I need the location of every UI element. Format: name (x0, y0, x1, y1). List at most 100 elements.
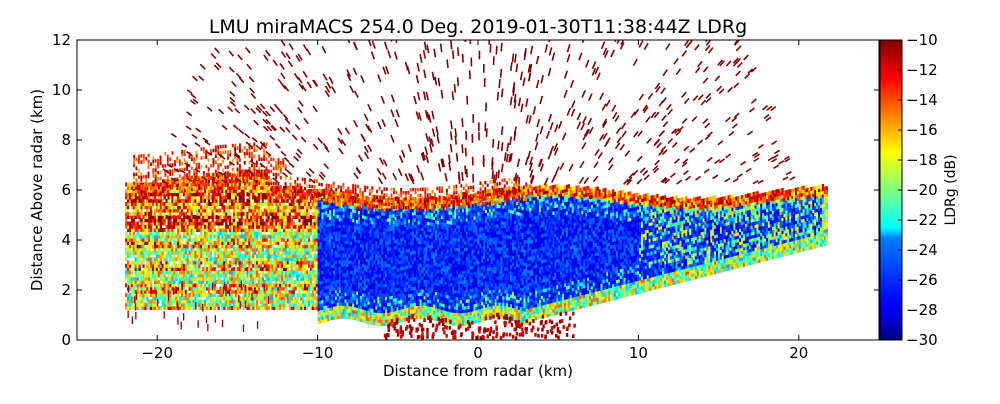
echo-cell (342, 288, 345, 293)
echo-cell (130, 306, 134, 310)
echo-cell (354, 290, 357, 295)
echo-cell (207, 289, 211, 294)
echo-cell (294, 296, 297, 301)
echo-cell (159, 215, 162, 219)
echo-cell (171, 231, 174, 236)
echo-cell (350, 273, 353, 278)
echo-cell (300, 192, 303, 197)
echo-cell (238, 270, 241, 275)
echo-cell (238, 244, 241, 249)
echo-cell (257, 205, 261, 210)
echo-cell (340, 259, 343, 264)
echo-cell (227, 224, 230, 229)
echo-cell (190, 211, 193, 216)
echo-cell (352, 286, 355, 291)
echo-cell (385, 263, 388, 268)
echo-cell (165, 296, 168, 301)
echo-cell (154, 296, 157, 301)
echo-cell (321, 192, 324, 197)
echo-cell (200, 189, 203, 193)
echo-cell (383, 267, 386, 271)
echo-cell (209, 254, 212, 258)
echo-cell (202, 273, 205, 278)
echo-cell (129, 221, 132, 226)
echo-cell (325, 278, 328, 283)
echo-cell (371, 298, 374, 303)
echo-cell (381, 273, 384, 278)
echo-cell (267, 192, 270, 197)
echo-cell (317, 251, 320, 256)
echo-cell (194, 198, 197, 203)
echo-cell (248, 247, 251, 252)
echo-cell (256, 296, 259, 301)
echo-cell (236, 254, 239, 258)
echo-cell (263, 302, 266, 307)
echo-cell (354, 306, 357, 311)
echo-cell (381, 286, 384, 291)
echo-cell (292, 241, 295, 245)
echo-cell (271, 289, 274, 294)
echo-cell (217, 273, 220, 278)
echo-cell (136, 211, 139, 216)
echo-cell (336, 217, 339, 222)
echo-cell (294, 257, 297, 262)
echo-cell (194, 176, 197, 180)
echo-cell (327, 203, 330, 208)
echo-cell (229, 224, 232, 229)
echo-cell (242, 254, 245, 258)
echo-cell (377, 247, 380, 252)
echo-cell (369, 311, 372, 315)
echo-cell (136, 273, 139, 278)
echo-cell (365, 303, 368, 308)
echo-cell (259, 296, 263, 301)
echo-cell (342, 292, 345, 296)
echo-cell (169, 237, 172, 242)
echo-cell (342, 279, 345, 283)
echo-cell (338, 266, 341, 271)
echo-cell (136, 189, 139, 193)
echo-cell (286, 205, 289, 210)
echo-cell (383, 302, 386, 307)
echo-cell (211, 280, 214, 284)
echo-cell (338, 301, 341, 306)
echo-cell (154, 234, 157, 239)
echo-cell (136, 289, 139, 294)
echo-cell (231, 257, 234, 262)
echo-cell (152, 215, 155, 219)
echo-cell (184, 211, 187, 216)
echo-cell (288, 293, 291, 297)
echo-cell (281, 244, 284, 249)
echo-cell (340, 269, 343, 274)
echo-cell (342, 314, 345, 319)
echo-cell (321, 237, 324, 242)
echo-cell (344, 259, 347, 264)
echo-cell (386, 201, 390, 206)
echo-cell (236, 283, 239, 288)
echo-cell (225, 296, 228, 301)
echo-cell (381, 299, 384, 304)
echo-cell (254, 302, 257, 307)
echo-cell (306, 244, 309, 249)
echo-cell (329, 193, 332, 198)
echo-cell (317, 316, 320, 321)
echo-cell (356, 268, 359, 273)
echo-cell (352, 283, 355, 288)
echo-cell (313, 221, 316, 226)
echo-cell (138, 270, 141, 275)
echo-cell (186, 260, 189, 265)
echo-cell (340, 262, 343, 267)
echo-cell (329, 258, 332, 263)
echo-cell (329, 313, 332, 318)
echo-cell (169, 250, 172, 255)
echo-cell (177, 218, 180, 223)
echo-cell (211, 260, 214, 265)
echo-cell (221, 293, 224, 297)
echo-cell (146, 205, 149, 210)
echo-cell (207, 293, 211, 297)
echo-cell (294, 286, 297, 291)
echo-cell (155, 198, 159, 203)
echo-cell (325, 301, 328, 306)
echo-cell (342, 262, 345, 267)
echo-cell (277, 198, 280, 203)
